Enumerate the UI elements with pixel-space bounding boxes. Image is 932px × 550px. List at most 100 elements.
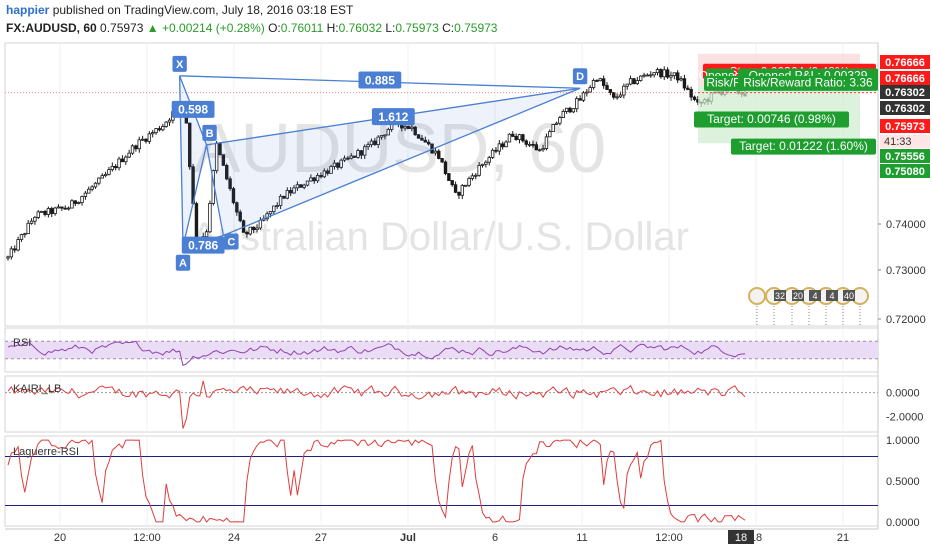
target1-label-bg [694,111,849,128]
candle-body [305,180,310,186]
candle-body [420,137,424,141]
pattern-point-d: D [576,71,584,83]
candle-body [36,211,40,218]
candle-body [531,143,535,146]
pattern-xab-fill [179,75,207,247]
candle-body [564,107,569,112]
candle-body [76,202,81,204]
pattern-ratio-bg [171,100,215,118]
candle-body [628,78,633,85]
event-count: 4 [812,291,817,301]
candle-body [588,87,592,93]
candle-body [235,202,239,213]
publish-info: published on TradingView.com, July 18, 2… [52,3,354,17]
candle-body [6,256,10,259]
candle-body [90,186,94,190]
candle-body [457,191,461,196]
candle-body [652,72,656,76]
candle-body [669,75,673,78]
candle-body [665,69,670,78]
price-tag-label: 0.75080 [885,166,925,178]
candle-body [73,200,78,204]
candle-body [204,231,209,237]
candle-body [349,155,353,159]
time-cursor-label: 18 [735,532,747,544]
candle-body [477,165,481,176]
time-tick-label: 27 [315,532,327,544]
candle-body [154,128,158,133]
candle-body [278,195,283,206]
open-value: 0.76011 [280,21,324,35]
event-count-bg [843,290,855,301]
candle-body [208,203,212,233]
candle-body [460,185,465,196]
candle-body [13,248,17,251]
candle-body [295,184,300,189]
candle-body [467,178,471,186]
candle-body [578,98,582,101]
candle-body [167,119,172,123]
candle-body [625,83,629,87]
rr-label-bg [738,75,878,91]
candle-body [221,154,226,166]
event-count-bg [809,290,821,301]
candle-body [672,72,677,76]
candle-body [315,175,320,182]
candle-body [601,78,606,86]
pattern-point-c: C [227,236,235,248]
candle-body [416,134,421,139]
panel-frame [4,435,879,527]
candle-body [575,98,579,110]
candle-body [97,177,101,184]
candle-body [312,177,316,182]
change-value: +0.00214 (+0.28%) [162,21,265,35]
candle-body [322,170,327,178]
candle-body [474,174,478,177]
pattern-leg [205,144,225,236]
time-tick-label: Jul [400,532,416,544]
candle-body [134,145,138,150]
candle-body [689,89,693,98]
candle-body [679,78,683,81]
event-count: 20 [793,291,803,301]
candle-body [686,87,690,90]
candle-body [342,157,347,161]
symbol-line: FX:AUDUSD, 60 0.75973 ▲ +0.00214 (+0.28%… [6,21,497,35]
candle-body [487,157,491,163]
symbol-name[interactable]: FX:AUDUSD, 60 [6,21,97,35]
candle-body [635,80,640,85]
candle-body [319,175,323,178]
time-tick-label: 11 [576,532,587,544]
candle-body [426,141,431,145]
candle-body [359,150,364,156]
candle-body [655,69,660,74]
candle-body [352,155,357,158]
pattern-point-c-bg [224,233,239,250]
candle-body [251,226,256,231]
pattern-ratio: 0.885 [365,73,395,87]
kairi-line [7,380,746,429]
candle-body [410,126,414,130]
author-link[interactable]: happier [6,3,50,17]
panel-frame [4,375,879,433]
change-arrow-icon: ▲ [146,21,159,35]
candle-body [383,134,387,137]
candle-body [46,208,51,215]
candle-body [275,205,279,207]
price-tag-bg [880,164,930,178]
rr-short-label-bg [704,75,744,91]
price-tag-bg [880,149,930,163]
candle-body [463,184,468,187]
candle-body [282,195,286,199]
candle-body [161,126,165,131]
candle-body [228,178,232,189]
candle-body [581,92,586,101]
candle-body [605,85,609,90]
price-tag-label: 0.76666 [885,57,925,69]
candle-body [561,111,565,119]
candle-body [336,162,340,168]
candle-body [70,200,74,209]
pattern-ratio-bg [358,71,402,89]
